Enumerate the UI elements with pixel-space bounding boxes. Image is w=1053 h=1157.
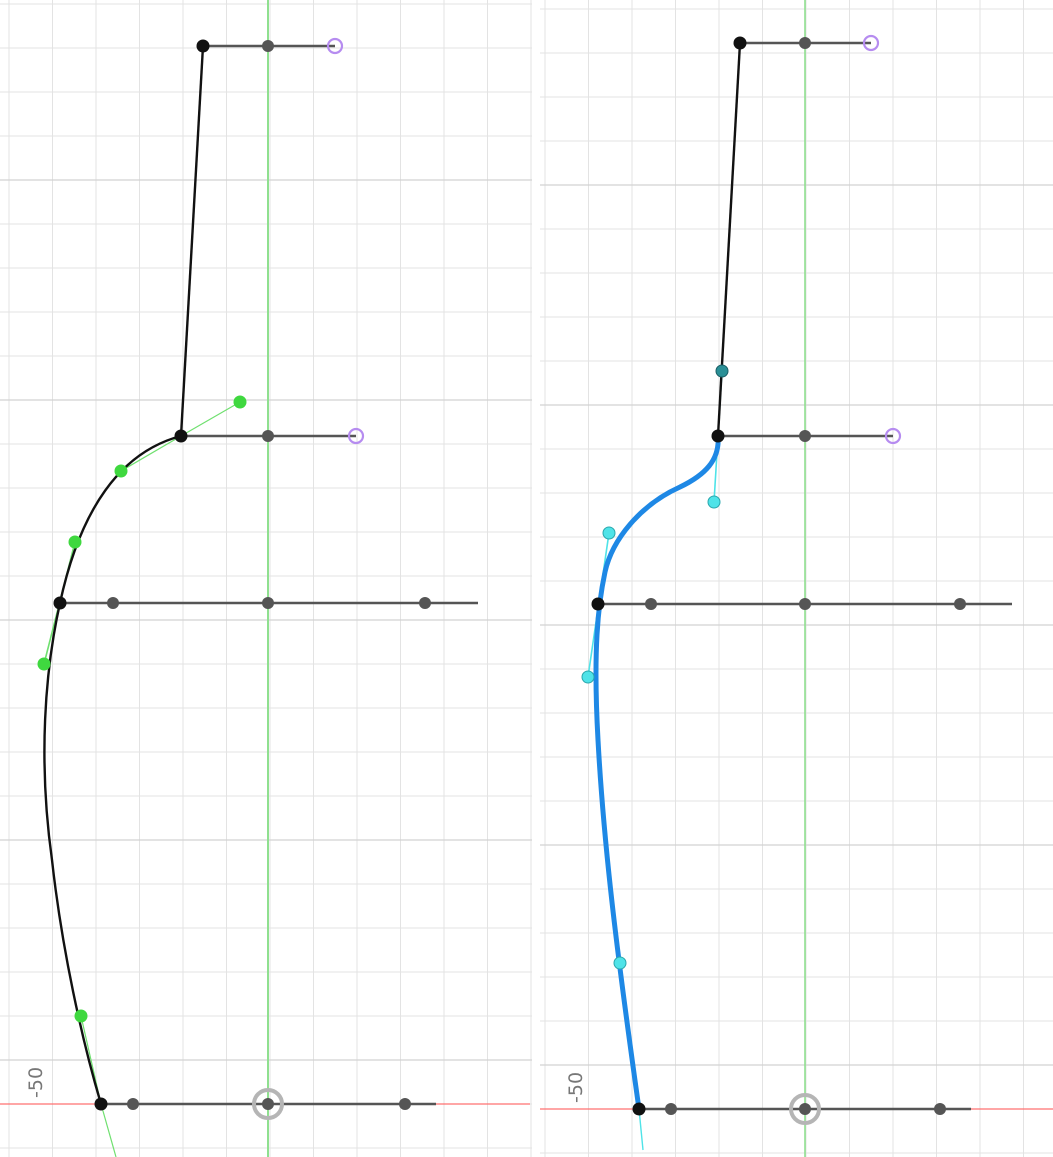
origin-target-icon[interactable] bbox=[789, 1093, 821, 1125]
left-handle-point[interactable] bbox=[127, 1098, 139, 1110]
left-tangent-line-1 bbox=[180, 401, 241, 437]
left-point-bottom[interactable] bbox=[94, 1097, 108, 1111]
left-handle-point[interactable] bbox=[262, 597, 274, 609]
right-end-handle-upper[interactable] bbox=[884, 427, 902, 445]
right-sketch-panel[interactable]: -50 bbox=[540, 0, 1053, 1157]
right-handle-point[interactable] bbox=[934, 1103, 946, 1115]
left-green-control-point[interactable] bbox=[68, 535, 82, 549]
right-point-top[interactable] bbox=[733, 36, 747, 50]
left-green-control-point[interactable] bbox=[74, 1009, 88, 1023]
left-end-handle-upper[interactable] bbox=[347, 427, 365, 445]
left-green-control-point[interactable] bbox=[233, 395, 247, 409]
left-handle-point[interactable] bbox=[107, 597, 119, 609]
left-handle-point[interactable] bbox=[262, 430, 274, 442]
origin-target-icon[interactable] bbox=[252, 1088, 284, 1120]
left-tangent-line-2 bbox=[120, 435, 182, 472]
right-end-handle-top[interactable] bbox=[862, 34, 880, 52]
right-tangent-line-4 bbox=[638, 1108, 644, 1151]
left-green-control-point[interactable] bbox=[37, 657, 51, 671]
left-axis-value-label: -50 bbox=[25, 1067, 47, 1098]
left-tangent-line-4 bbox=[100, 1103, 117, 1157]
left-handle-point[interactable] bbox=[399, 1098, 411, 1110]
right-point-upper[interactable] bbox=[711, 429, 725, 443]
right-cyan-control-point[interactable] bbox=[715, 364, 729, 378]
right-grid bbox=[540, 0, 1053, 1157]
left-profile-straight[interactable] bbox=[179, 45, 205, 437]
right-handle-point[interactable] bbox=[799, 37, 811, 49]
left-handle-point[interactable] bbox=[262, 40, 274, 52]
right-handle-point[interactable] bbox=[954, 598, 966, 610]
left-point-top[interactable] bbox=[196, 39, 210, 53]
left-point-middle[interactable] bbox=[53, 596, 67, 610]
right-handle-point[interactable] bbox=[645, 598, 657, 610]
left-sketch-panel[interactable]: -50 bbox=[0, 0, 532, 1157]
right-point-bottom[interactable] bbox=[632, 1102, 646, 1116]
right-handle-point[interactable] bbox=[665, 1103, 677, 1115]
right-point-middle[interactable] bbox=[591, 597, 605, 611]
right-cyan-control-point[interactable] bbox=[602, 526, 616, 540]
right-spline-curve[interactable] bbox=[593, 435, 721, 1110]
left-green-control-point[interactable] bbox=[114, 464, 128, 478]
left-point-upper[interactable] bbox=[174, 429, 188, 443]
panel-divider bbox=[534, 0, 540, 1157]
left-profile-curve[interactable] bbox=[43, 434, 182, 1105]
left-end-handle-top[interactable] bbox=[326, 37, 344, 55]
right-cyan-control-point[interactable] bbox=[581, 670, 595, 684]
right-cyan-control-point[interactable] bbox=[613, 956, 627, 970]
right-cyan-control-point[interactable] bbox=[707, 495, 721, 509]
right-axis-value-label: -50 bbox=[565, 1072, 587, 1103]
left-grid bbox=[0, 0, 532, 1157]
right-handle-point[interactable] bbox=[799, 598, 811, 610]
left-handle-point[interactable] bbox=[419, 597, 431, 609]
right-handle-point[interactable] bbox=[799, 430, 811, 442]
